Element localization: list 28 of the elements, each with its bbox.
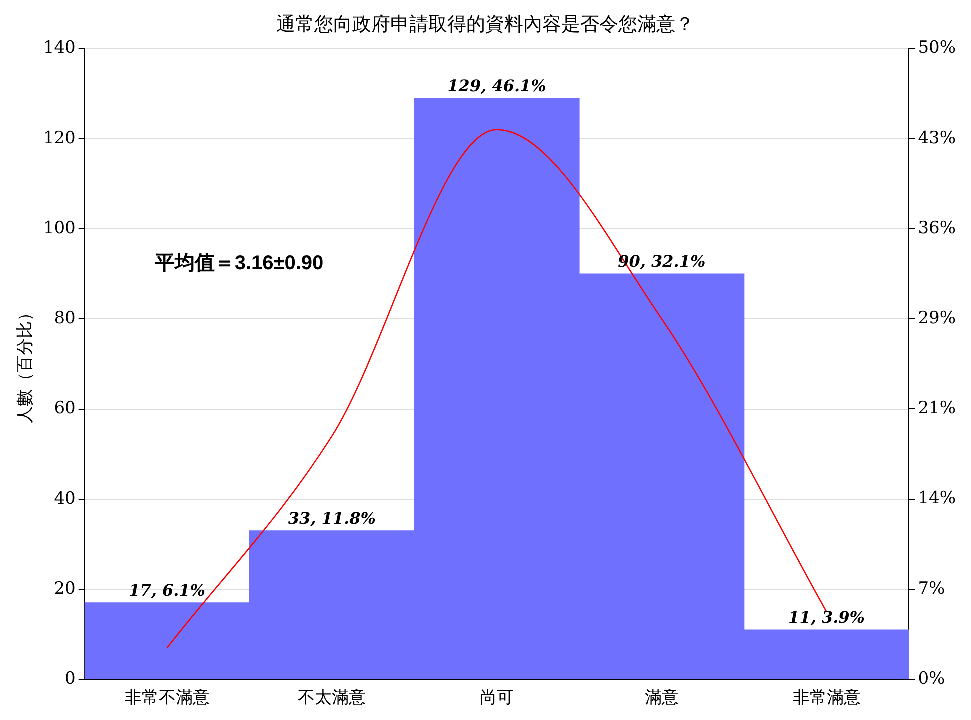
y2-tick-label: 14% — [918, 488, 956, 509]
x-tick-label: 非常不滿意 — [124, 688, 210, 708]
annotation: 平均值＝3.16±0.90 — [154, 252, 324, 274]
y-tick-label: 60 — [54, 398, 76, 419]
x-tick-label: 不太滿意 — [298, 688, 366, 708]
x-tick-label: 尚可 — [480, 688, 514, 708]
data-label: 129, 46.1% — [448, 76, 546, 96]
y-tick-label: 40 — [54, 488, 76, 509]
y-axis-title: 人數（百分比） — [16, 304, 36, 424]
y2-tick-label: 43% — [918, 128, 956, 148]
y-tick-label: 100 — [43, 218, 76, 238]
data-label: 11, 3.9% — [788, 608, 866, 628]
y2-tick-label: 21% — [918, 398, 956, 419]
chart-title: 通常您向政府申請取得的資料內容是否令您滿意？ — [276, 13, 694, 36]
y2-tick-label: 36% — [918, 218, 956, 239]
y2-tick-label: 29% — [918, 308, 956, 329]
x-tick-label: 滿意 — [644, 688, 679, 708]
y2-tick-label: 0% — [918, 669, 946, 690]
x-tick-label: 非常滿意 — [792, 688, 861, 708]
y2-tick-label: 7% — [918, 578, 946, 599]
y-tick-label: 120 — [43, 128, 76, 148]
y2-tick-label: 50% — [918, 38, 956, 58]
data-label: 17, 6.1% — [129, 581, 206, 600]
y-tick-label: 0 — [65, 669, 76, 690]
y-tick-label: 80 — [54, 308, 76, 329]
y-tick-label: 20 — [54, 578, 76, 599]
y-tick-label: 140 — [43, 38, 76, 58]
data-label: 33, 11.8% — [288, 509, 376, 528]
